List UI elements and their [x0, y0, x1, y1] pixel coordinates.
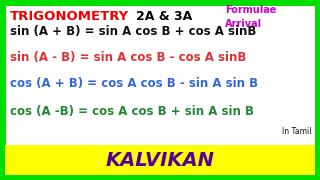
Text: cos (A + B) = cos A cos B - sin A sin B: cos (A + B) = cos A cos B - sin A sin B — [10, 78, 258, 91]
Text: sin (A + B) = sin A cos B + cos A sinB: sin (A + B) = sin A cos B + cos A sinB — [10, 26, 256, 39]
Bar — [5, 145, 315, 175]
Text: KALVIKAN: KALVIKAN — [106, 150, 214, 170]
Text: sin (A - B) = sin A cos B - cos A sinB: sin (A - B) = sin A cos B - cos A sinB — [10, 51, 246, 64]
Text: TRIGONOMETRY: TRIGONOMETRY — [10, 10, 129, 22]
Text: In Tamil: In Tamil — [283, 127, 312, 136]
Text: 2A & 3A: 2A & 3A — [136, 10, 192, 22]
Text: cos (A -B) = cos A cos B + sin A sin B: cos (A -B) = cos A cos B + sin A sin B — [10, 105, 254, 118]
Text: Formulae
Arrival: Formulae Arrival — [225, 5, 276, 29]
